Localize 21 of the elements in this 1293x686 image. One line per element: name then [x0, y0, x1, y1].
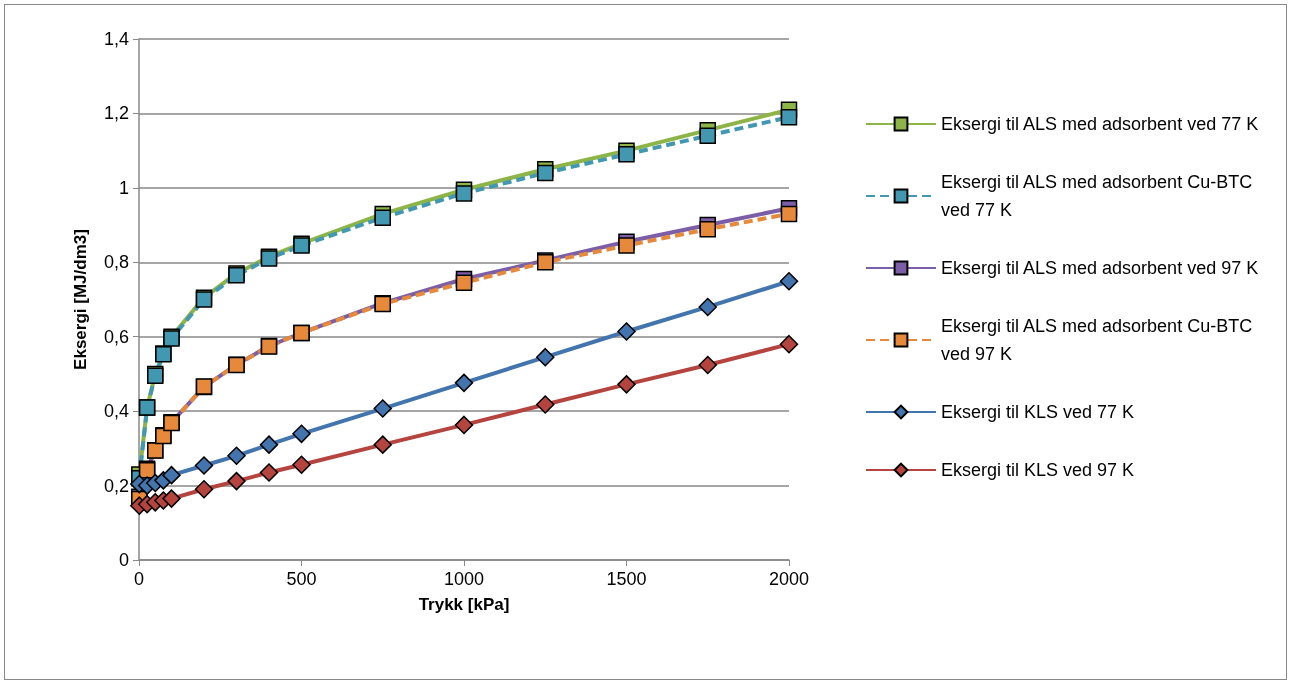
y-tick-label: 0,6	[103, 326, 129, 347]
legend-label: Eksergi til ALS med adsorbent Cu-BTC ved 97 K	[941, 316, 1258, 364]
x-tick-label: 2000	[768, 569, 810, 589]
legend-label: Eksergi til KLS ved 97 K	[941, 460, 1135, 480]
y-axis-title: Eksergi [MJ/dm3]	[71, 229, 90, 370]
y-tick-label: 0	[118, 550, 129, 570]
y-tick-label: 0,2	[103, 475, 129, 496]
y-tick-label: 0,8	[103, 252, 129, 273]
legend-label: Eksergi til ALS med adsorbent ved 97 K	[941, 258, 1259, 278]
x-tick-label: 500	[286, 569, 317, 589]
legend-label: Eksergi til ALS med adsorbent Cu-BTC ved 77 K	[941, 172, 1258, 220]
y-tick-label: 1	[118, 177, 129, 198]
y-tick-label: 1,4	[103, 29, 129, 49]
x-tick-label: 0	[133, 569, 145, 589]
x-tick-label: 1000	[443, 569, 485, 589]
legend-label: Eksergi til ALS med adsorbent ved 77 K	[941, 114, 1259, 134]
y-tick-label: 1,2	[103, 103, 129, 124]
legend-label: Eksergi til KLS ved 77 K	[941, 402, 1135, 422]
y-tick-label: 0,4	[103, 401, 129, 422]
x-axis-title: Trykk [kPa]	[418, 595, 510, 614]
x-tick-label: 1500	[606, 569, 647, 589]
